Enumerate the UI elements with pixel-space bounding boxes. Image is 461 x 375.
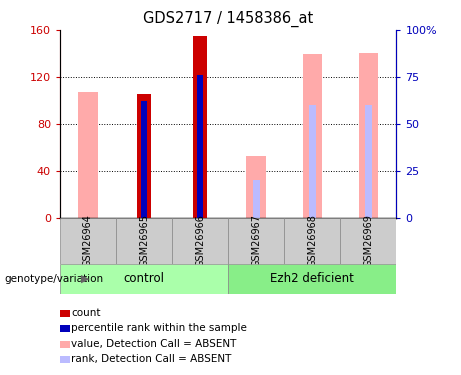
Bar — [116, 217, 172, 264]
Bar — [309, 105, 316, 218]
Text: Ezh2 deficient: Ezh2 deficient — [271, 273, 354, 285]
Text: GSM26965: GSM26965 — [139, 214, 149, 267]
Bar — [141, 101, 147, 217]
Bar — [78, 92, 98, 218]
Text: control: control — [124, 273, 165, 285]
Bar — [60, 217, 116, 264]
Bar — [359, 53, 378, 217]
Text: value, Detection Call = ABSENT: value, Detection Call = ABSENT — [71, 339, 237, 349]
Text: GSM26966: GSM26966 — [195, 214, 205, 267]
Text: GSM26969: GSM26969 — [363, 214, 373, 267]
Text: GSM26964: GSM26964 — [83, 214, 93, 267]
Bar — [228, 217, 284, 264]
Bar — [302, 54, 322, 217]
Text: ▶: ▶ — [81, 274, 89, 284]
Text: percentile rank within the sample: percentile rank within the sample — [71, 323, 248, 333]
Bar — [284, 217, 340, 264]
Text: rank, Detection Call = ABSENT: rank, Detection Call = ABSENT — [71, 354, 232, 364]
Text: count: count — [71, 308, 101, 318]
Bar — [172, 217, 228, 264]
Text: GSM26968: GSM26968 — [307, 214, 317, 267]
Text: GSM26967: GSM26967 — [251, 214, 261, 267]
Bar — [228, 264, 396, 294]
Bar — [197, 75, 203, 217]
Bar — [137, 94, 151, 218]
Bar — [60, 264, 228, 294]
Bar — [247, 156, 266, 218]
Title: GDS2717 / 1458386_at: GDS2717 / 1458386_at — [143, 11, 313, 27]
Bar — [253, 180, 260, 218]
Bar — [365, 105, 372, 218]
Bar — [340, 217, 396, 264]
Text: genotype/variation: genotype/variation — [5, 274, 104, 284]
Bar — [193, 36, 207, 218]
